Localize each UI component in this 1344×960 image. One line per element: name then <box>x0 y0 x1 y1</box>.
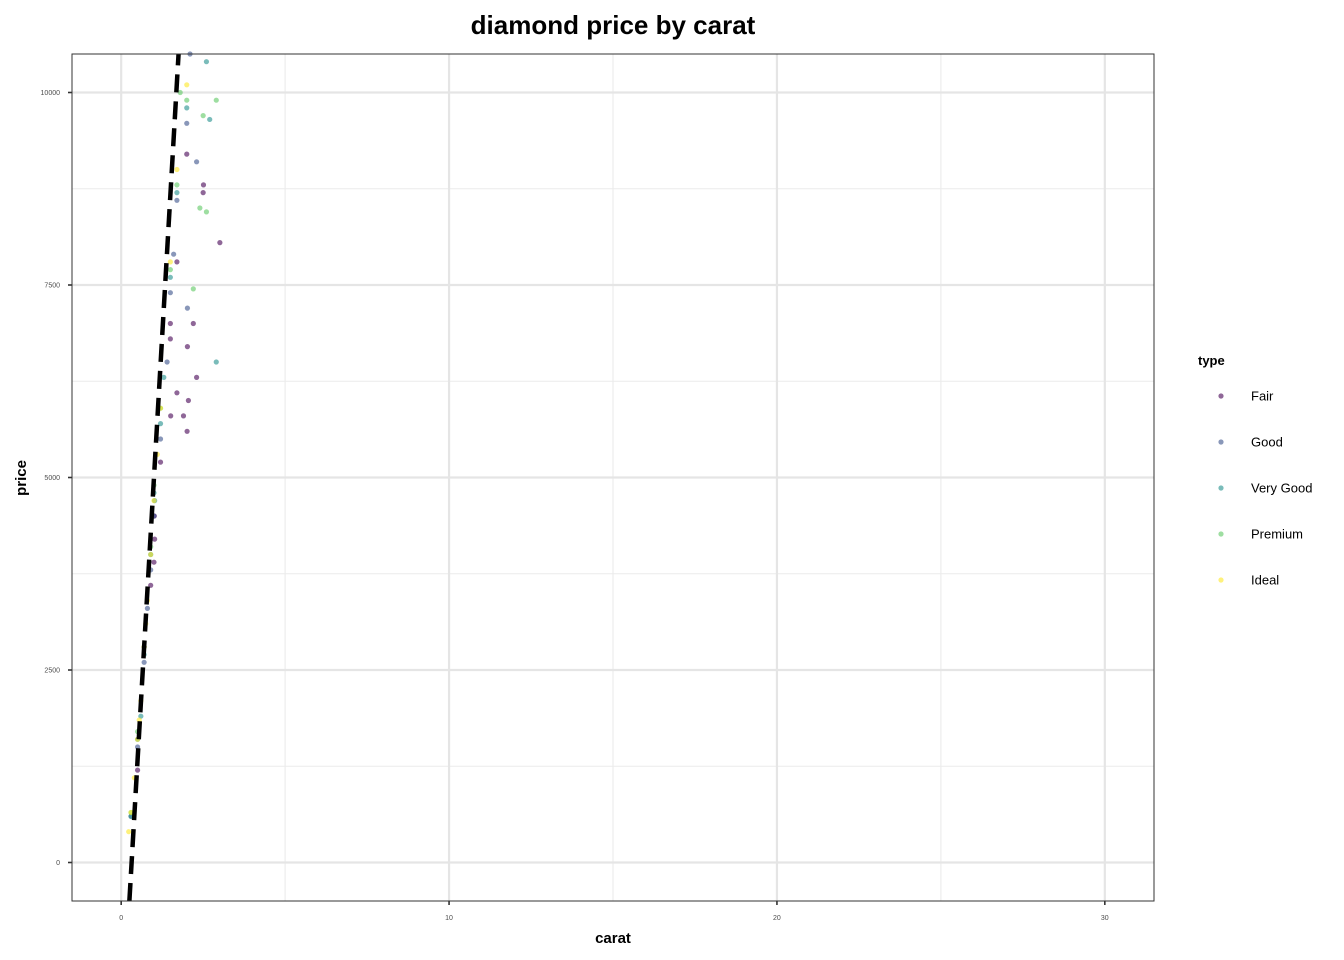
series-fair <box>134 151 223 773</box>
legend-label: Very Good <box>1251 481 1312 496</box>
data-point <box>174 166 180 173</box>
data-point <box>207 116 213 123</box>
data-point <box>174 259 180 265</box>
legend-key <box>1218 393 1224 399</box>
data-point <box>126 829 132 835</box>
data-point <box>161 374 167 380</box>
data-point <box>193 374 200 380</box>
data-point <box>203 209 210 215</box>
y-tick-label: 0 <box>56 860 60 867</box>
data-point <box>193 159 200 165</box>
y-tick-label: 10000 <box>41 90 61 97</box>
data-point <box>184 97 190 103</box>
legend-label: Fair <box>1251 389 1274 404</box>
data-point <box>167 259 173 265</box>
data-point <box>200 113 206 119</box>
data-point <box>184 120 190 126</box>
x-axis-title: carat <box>595 930 631 947</box>
data-point <box>134 767 141 773</box>
data-point <box>167 320 173 327</box>
x-tick-label: 10 <box>445 915 453 922</box>
data-point <box>200 190 206 196</box>
data-point <box>185 397 191 404</box>
data-point <box>148 551 154 558</box>
x-tick-label: 30 <box>1101 915 1109 922</box>
data-point <box>167 290 173 296</box>
data-point <box>168 413 174 419</box>
trend-layer <box>127 53 181 902</box>
data-point <box>184 305 191 311</box>
y-tick-label: 2500 <box>44 668 60 675</box>
series-ideal <box>126 82 190 835</box>
legend: type Fair Good Very Good Premium Ideal <box>1198 353 1312 588</box>
legend-item: Very Good <box>1218 481 1312 496</box>
data-point <box>213 359 219 365</box>
legend-key <box>1218 531 1224 537</box>
data-point <box>174 182 180 188</box>
data-point <box>174 390 180 396</box>
data-point <box>174 190 180 196</box>
data-point <box>184 428 190 434</box>
data-point <box>157 421 164 427</box>
legend-key <box>1218 485 1224 491</box>
data-point <box>167 336 173 342</box>
data-point <box>151 498 157 504</box>
data-point <box>190 286 196 292</box>
x-tick-label: 20 <box>773 915 781 922</box>
grid-layer <box>72 54 1154 901</box>
data-point <box>164 359 170 365</box>
chart-title: diamond price by carat <box>471 10 756 40</box>
axis-layer: 0 10 20 30 0 2500 5000 7500 10000 <box>41 90 1109 922</box>
data-point <box>203 59 210 65</box>
legend-item: Ideal <box>1218 573 1279 588</box>
data-point <box>217 240 223 246</box>
data-point <box>197 205 203 211</box>
y-axis-title: price <box>13 460 30 496</box>
trend-line <box>127 53 181 902</box>
data-point <box>184 151 190 157</box>
data-point <box>200 182 207 188</box>
points-layer <box>126 51 223 835</box>
legend-item: Fair <box>1218 389 1274 404</box>
legend-item: Good <box>1218 435 1283 450</box>
y-tick-label: 7500 <box>44 283 60 290</box>
legend-item: Premium <box>1218 527 1303 542</box>
data-point <box>157 436 164 442</box>
data-point <box>148 582 154 588</box>
data-point <box>180 413 187 419</box>
data-point <box>151 559 157 565</box>
legend-key <box>1218 439 1224 445</box>
data-point <box>184 82 190 88</box>
legend-title: type <box>1198 353 1225 368</box>
data-point <box>141 659 147 665</box>
data-point <box>174 197 180 203</box>
legend-items: Fair Good Very Good Premium Ideal <box>1218 389 1312 588</box>
data-point <box>167 274 173 280</box>
data-point <box>213 97 219 103</box>
data-point <box>184 105 190 111</box>
data-point <box>152 536 158 542</box>
data-point <box>177 89 183 96</box>
data-point <box>190 320 196 327</box>
data-point <box>167 267 173 273</box>
legend-label: Premium <box>1251 527 1303 542</box>
data-point <box>184 344 191 350</box>
legend-label: Ideal <box>1251 573 1279 588</box>
x-tick-label: 0 <box>119 915 123 922</box>
legend-key <box>1218 577 1224 583</box>
y-tick-label: 5000 <box>44 475 60 482</box>
data-point <box>171 251 177 257</box>
data-point <box>144 605 151 612</box>
data-point <box>157 459 164 465</box>
legend-label: Good <box>1251 435 1283 450</box>
